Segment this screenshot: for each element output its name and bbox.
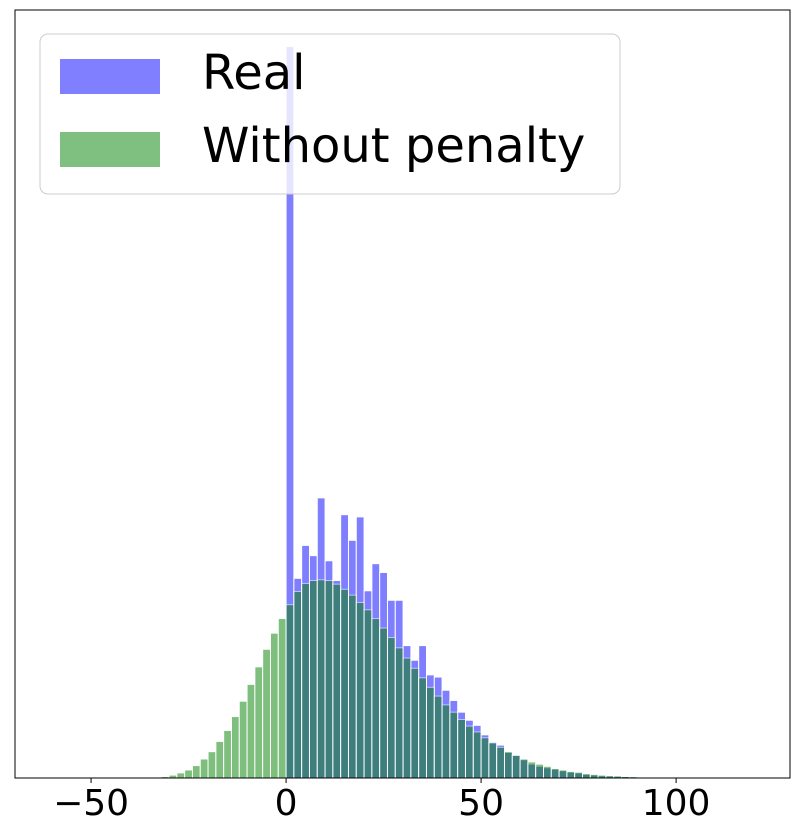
bar — [472, 731, 482, 779]
bar — [519, 758, 529, 779]
bar — [480, 737, 490, 779]
bar — [254, 666, 264, 779]
bar — [464, 725, 474, 779]
bar — [207, 751, 217, 779]
bar — [589, 773, 599, 779]
bar — [332, 583, 342, 779]
bar — [246, 683, 256, 779]
bar — [503, 751, 513, 779]
bar — [558, 769, 568, 779]
bar — [199, 758, 209, 779]
bar — [324, 580, 334, 779]
legend-swatch — [60, 59, 160, 94]
x-tick-label: 50 — [458, 783, 504, 824]
x-tick-label: −50 — [53, 783, 129, 824]
x-tick-label: 0 — [275, 783, 298, 824]
bar — [449, 711, 459, 779]
legend-label: Real — [202, 45, 305, 101]
bar — [433, 695, 443, 779]
bar — [457, 718, 466, 779]
bar — [269, 632, 279, 779]
bar — [347, 594, 357, 779]
x-tick-label: 100 — [642, 783, 711, 824]
bar — [316, 579, 326, 779]
bar — [582, 773, 591, 779]
bar — [535, 763, 544, 779]
bar — [230, 716, 240, 779]
bar — [308, 580, 318, 779]
bar — [496, 746, 505, 779]
legend-frame — [39, 33, 621, 195]
bar — [418, 677, 427, 779]
bar — [542, 765, 552, 779]
legend: Real Without penalty — [39, 33, 621, 195]
bar — [262, 648, 271, 779]
bar — [285, 604, 295, 779]
bar — [566, 770, 576, 779]
bar — [441, 704, 451, 779]
bar — [191, 765, 201, 779]
bar — [402, 657, 412, 779]
bar — [223, 729, 232, 779]
bar — [379, 627, 388, 779]
bar — [527, 761, 537, 779]
legend-label: Without penalty — [202, 118, 585, 174]
plot-frame — [14, 9, 791, 779]
legend-swatch — [60, 132, 160, 167]
bar — [215, 740, 225, 779]
bar — [386, 637, 396, 779]
bar — [277, 618, 287, 779]
bar — [238, 700, 248, 779]
bar — [550, 767, 560, 779]
bar — [488, 742, 498, 779]
bar — [184, 769, 193, 779]
bar — [355, 601, 365, 779]
bar — [410, 667, 420, 779]
bar — [301, 582, 310, 779]
bar — [176, 772, 186, 779]
bar — [340, 588, 349, 779]
bar — [394, 647, 404, 779]
bar — [425, 686, 435, 779]
bar — [371, 618, 381, 779]
bar — [293, 590, 303, 779]
bar — [363, 609, 373, 779]
bar — [574, 771, 584, 779]
bar — [511, 754, 521, 779]
